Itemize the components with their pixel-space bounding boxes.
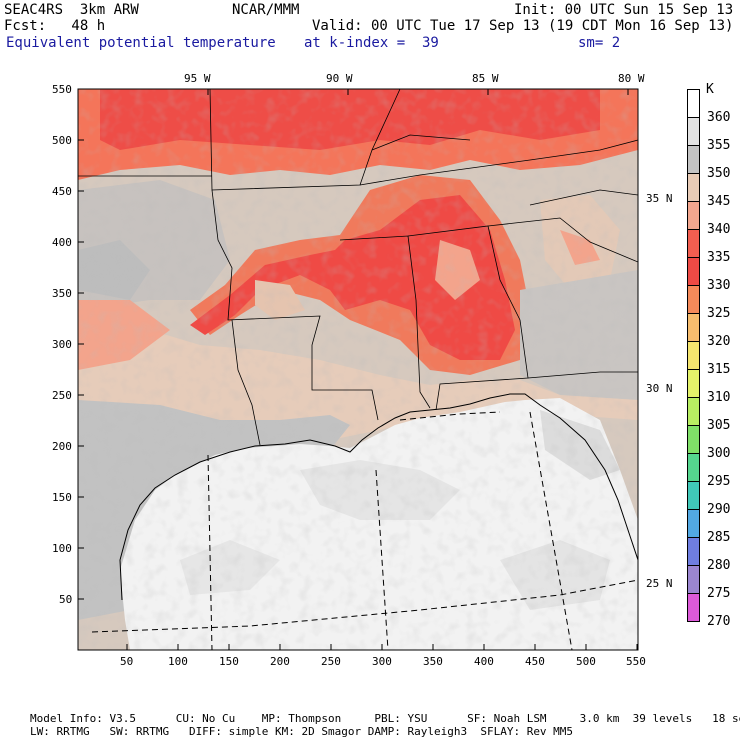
state-boundaries — [78, 89, 638, 446]
colorbar-level-label: 305 — [707, 418, 731, 433]
colorbar-swatch — [687, 425, 700, 454]
y-tick-label: 200 — [52, 440, 72, 453]
colorbar-swatch — [687, 481, 700, 510]
x-tick-label: 300 — [372, 655, 392, 668]
y-tick-label: 550 — [52, 83, 72, 96]
colorbar-level-label: 330 — [707, 278, 731, 293]
colorbar-level-label: 310 — [707, 390, 731, 405]
x-tick-label: 550 — [626, 655, 646, 668]
colorbar-swatch — [687, 453, 700, 482]
colorbar-level-label: 360 — [707, 110, 731, 125]
colorbar-level-label: 280 — [707, 558, 731, 573]
colorbar-level-label: 335 — [707, 250, 731, 265]
x-tick-label: 200 — [270, 655, 290, 668]
x-tick-label: 500 — [576, 655, 596, 668]
colorbar-swatch — [687, 565, 700, 594]
y-tick-label: 500 — [52, 134, 72, 147]
x-tick-label: 100 — [168, 655, 188, 668]
colorbar-level-label: 320 — [707, 334, 731, 349]
gulf-coastline — [119, 393, 638, 601]
colorbar-level-label: 285 — [707, 530, 731, 545]
colorbar-level-label: 270 — [707, 614, 731, 629]
init-time: Init: 00 UTC Sun 15 Sep 13 — [514, 2, 734, 18]
colorbar-unit: K — [706, 82, 714, 97]
y-tick-label: 300 — [52, 338, 72, 351]
lon-label-90w: 90 W — [326, 72, 353, 85]
x-tick-label: 350 — [423, 655, 443, 668]
physics-info-line: LW: RRTMG SW: RRTMG DIFF: simple KM: 2D … — [30, 725, 574, 738]
lat-label-35n: 35 N — [646, 192, 673, 205]
colorbar-swatch — [687, 397, 700, 426]
colorbar-swatch — [687, 117, 700, 146]
colorbar-level-label: 275 — [707, 586, 731, 601]
y-tick-label: 250 — [52, 389, 72, 402]
colorbar-level-label: 300 — [707, 446, 731, 461]
lat-label-25n: 25 N — [646, 577, 673, 590]
colorbar-level-label: 325 — [707, 306, 731, 321]
lon-label-95w: 95 W — [184, 72, 211, 85]
colorbar-swatch — [687, 369, 700, 398]
colorbar-swatch — [687, 89, 700, 118]
model-info-line: Model Info: V3.5 CU: No Cu MP: Thompson … — [30, 712, 740, 725]
colorbar-swatch — [687, 593, 700, 622]
lon-label-85w: 85 W — [472, 72, 499, 85]
x-tick-label: 400 — [474, 655, 494, 668]
x-tick-label: 250 — [321, 655, 341, 668]
y-tick-label: 150 — [52, 491, 72, 504]
colorbar-level-label: 315 — [707, 362, 731, 377]
domain-boundary-lines — [91, 411, 638, 650]
smoothing-label: sm= 2 — [578, 35, 621, 51]
valid-time: Valid: 00 UTC Tue 17 Sep 13 (19 CDT Mon … — [312, 18, 734, 34]
lon-label-80w: 80 W — [618, 72, 645, 85]
colorbar-level-label: 290 — [707, 502, 731, 517]
colorbar-level-label: 345 — [707, 194, 731, 209]
y-tick-label: 400 — [52, 236, 72, 249]
colorbar-swatch — [687, 537, 700, 566]
colorbar-level-label: 295 — [707, 474, 731, 489]
colorbar-swatch — [687, 509, 700, 538]
level-label: at k-index = 39 — [304, 35, 439, 51]
colorbar-swatch — [687, 257, 700, 286]
organization-label: NCAR/MMM — [232, 2, 300, 18]
x-tick-label: 150 — [219, 655, 239, 668]
x-tick-label: 450 — [525, 655, 545, 668]
colorbar-swatch — [687, 341, 700, 370]
colorbar-level-label: 355 — [707, 138, 731, 153]
colorbar-swatch — [687, 285, 700, 314]
colorbar-swatch — [687, 313, 700, 342]
y-tick-label: 350 — [52, 287, 72, 300]
colorbar-swatch — [687, 201, 700, 230]
x-tick-label: 50 — [120, 655, 134, 668]
y-tick-label: 450 — [52, 185, 72, 198]
field-name: Equivalent potential temperature — [6, 35, 276, 51]
axis-ticks — [78, 88, 638, 650]
colorbar-swatch — [687, 173, 700, 202]
map-frame — [77, 88, 639, 651]
colorbar-level-label: 350 — [707, 166, 731, 181]
colorbar-swatch — [687, 229, 700, 258]
lat-label-30n: 30 N — [646, 382, 673, 395]
colorbar-swatch — [687, 145, 700, 174]
field-texture — [78, 89, 638, 650]
theta-e-field — [78, 89, 638, 650]
y-tick-label: 50 — [59, 593, 73, 606]
colorbar-level-label: 340 — [707, 222, 731, 237]
model-title: SEAC4RS 3km ARW — [4, 2, 139, 18]
y-tick-label: 100 — [52, 542, 72, 555]
longitude-ticks — [207, 89, 629, 95]
forecast-hour: Fcst: 48 h — [4, 18, 106, 34]
